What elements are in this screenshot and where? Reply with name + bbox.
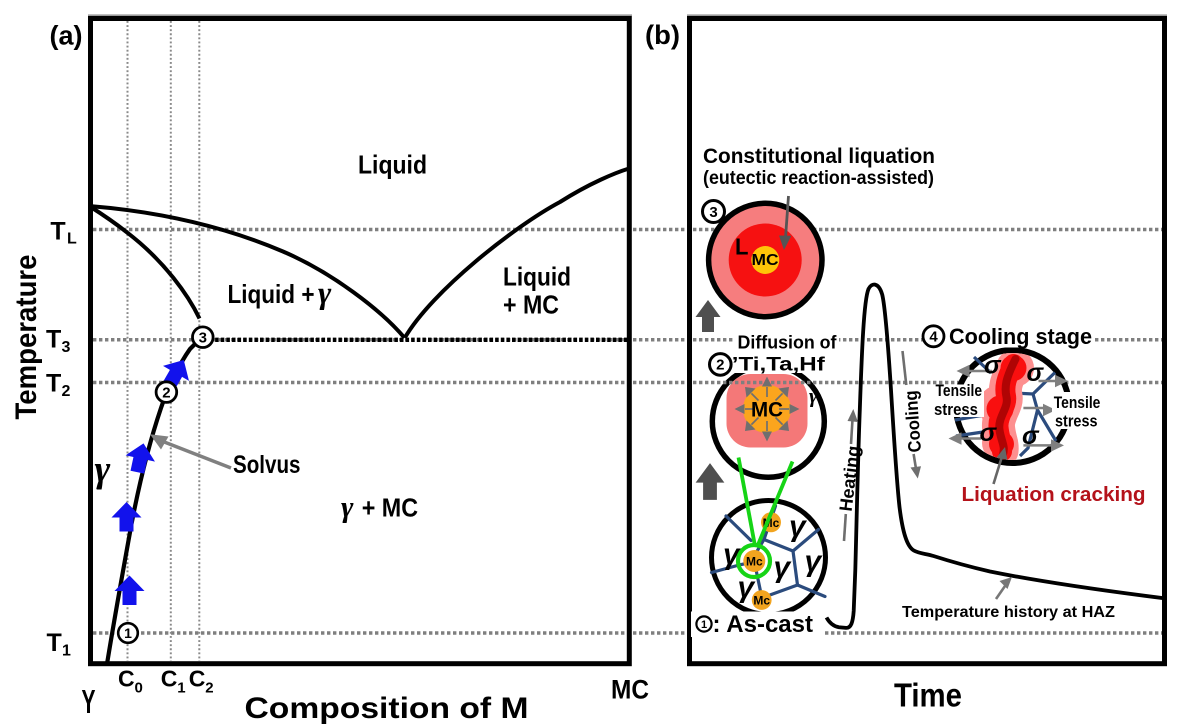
svg-text:T: T [47,629,62,657]
svg-text:Solvus: Solvus [233,451,301,479]
svg-text:stress: stress [934,400,978,419]
svg-text:Constitutional liquation: Constitutional liquation [703,145,935,168]
svg-text:γ: γ [738,571,757,604]
svg-text:σ: σ [1027,359,1045,387]
svg-text:3: 3 [62,339,71,356]
svg-text:σ: σ [984,352,1002,380]
svg-text:2: 2 [162,385,170,402]
svg-text:1: 1 [62,643,71,660]
svg-text:C: C [161,666,178,692]
svg-text:Tensile: Tensile [936,381,983,400]
svg-text:Tensile: Tensile [1054,393,1101,412]
svg-text:1: 1 [124,625,132,641]
svg-text:3: 3 [199,330,207,347]
svg-text:2: 2 [62,383,71,400]
svg-text:+ MC: + MC [503,290,559,320]
svg-text:Mc: Mc [753,594,770,608]
svg-text:+ MC: + MC [362,492,419,522]
svg-text:T: T [46,370,61,398]
svg-text:γ: γ [318,274,332,310]
svg-text:C: C [118,666,135,692]
svg-text:Liquid: Liquid [503,262,571,292]
svg-text:Liquation cracking: Liquation cracking [962,483,1146,506]
svg-text:’Ti,Ta,Hf: ’Ti,Ta,Hf [732,354,826,376]
svg-text:L: L [67,231,77,248]
svg-text:2: 2 [716,357,724,374]
svg-text:2: 2 [205,680,213,697]
svg-text:γ: γ [809,384,818,408]
svg-text:Mc: Mc [746,555,763,569]
svg-text:Liquid +: Liquid + [228,279,315,309]
svg-text:σ: σ [980,419,998,447]
svg-text:1: 1 [177,680,185,697]
svg-text:0: 0 [135,680,143,697]
svg-text:Liquid: Liquid [358,150,427,180]
svg-text:Y: Y [82,683,96,720]
svg-text:γ: γ [789,510,808,543]
svg-text:γ: γ [805,545,824,578]
svg-text:MC: MC [751,399,783,422]
svg-text:γ: γ [95,449,111,491]
svg-text:T: T [50,218,65,246]
svg-text:Cooling stage: Cooling stage [949,324,1092,349]
svg-text:T: T [46,326,61,354]
svg-text:Diffusion of: Diffusion of [738,333,838,353]
svg-text:L: L [735,234,749,260]
svg-text:: As-cast: : As-cast [713,611,813,638]
svg-text:1: 1 [701,619,707,631]
svg-text:Temperature: Temperature [10,255,43,420]
svg-text:MC: MC [611,675,649,705]
svg-text:σ: σ [1022,422,1040,450]
svg-text:(b): (b) [645,20,680,50]
svg-text:C: C [189,666,206,692]
svg-text:(eutectic reaction-assisted): (eutectic reaction-assisted) [703,168,934,189]
svg-text:Temperature history at HAZ: Temperature history at HAZ [902,604,1115,621]
svg-text:γ: γ [341,490,354,523]
svg-text:γ: γ [774,551,793,584]
svg-text:stress: stress [1055,412,1098,431]
svg-text:(a): (a) [50,21,83,51]
svg-text:MC: MC [752,252,779,269]
svg-text:Time: Time [894,677,962,714]
svg-text:Cooling: Cooling [901,390,925,453]
svg-text:4: 4 [929,329,938,346]
svg-text:Composition of M: Composition of M [245,692,529,725]
svg-text:3: 3 [709,204,717,221]
